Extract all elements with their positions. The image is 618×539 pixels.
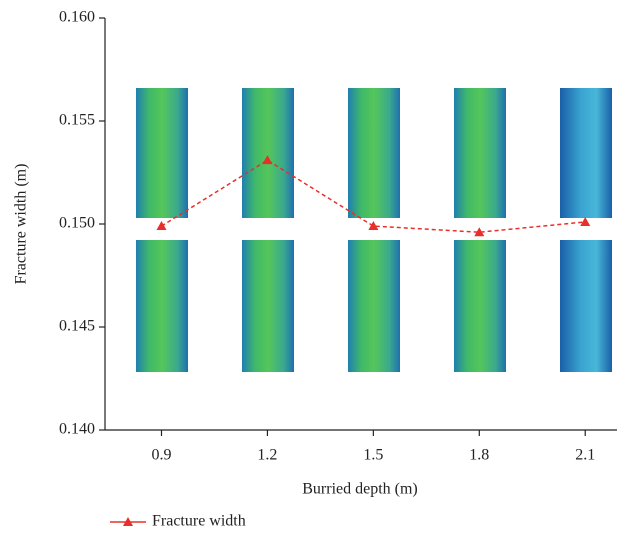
- x-tick-label: 1.2: [257, 447, 277, 464]
- y-axis-label: Fracture width (m): [13, 164, 30, 285]
- x-axis-label: Burried depth (m): [302, 481, 418, 498]
- x-tick-label: 1.8: [469, 447, 489, 464]
- point-marker: [156, 221, 166, 230]
- x-tick-label: 1.5: [363, 447, 383, 464]
- chart: Burried depth (m) Fracture width (m) 0.1…: [0, 0, 618, 539]
- point-marker: [580, 217, 590, 226]
- x-tick-label: 2.1: [575, 447, 595, 464]
- y-tick-label: 0.150: [59, 215, 95, 232]
- y-tick-label: 0.140: [59, 421, 95, 438]
- y-tick-label: 0.145: [59, 318, 95, 335]
- legend-label: Fracture width: [152, 513, 246, 530]
- x-tick-label: 0.9: [151, 447, 171, 464]
- y-tick-label: 0.160: [59, 9, 95, 26]
- y-tick-label: 0.155: [59, 112, 95, 129]
